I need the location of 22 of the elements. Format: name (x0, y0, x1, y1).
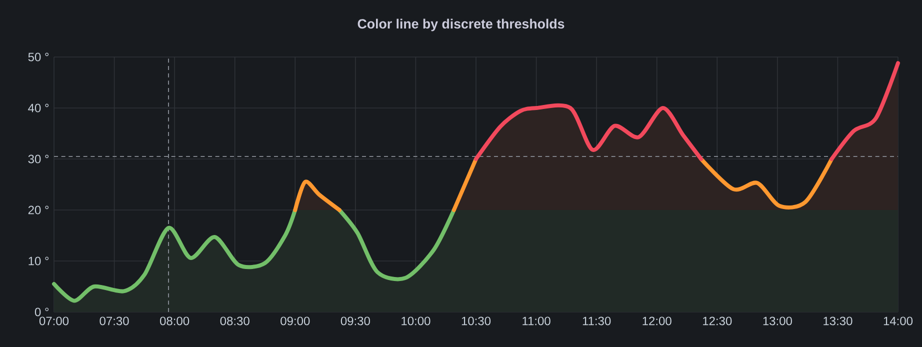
x-tick-label: 13:30 (824, 316, 852, 326)
x-tick-label: 08:00 (160, 316, 190, 326)
x-tick-label: 11:00 (522, 316, 550, 326)
chart-title: Color line by discrete thresholds (358, 18, 564, 32)
y-tick-label: 20 ° (28, 206, 49, 214)
y-tick-label: 30 ° (28, 154, 49, 164)
x-tick-label: 12:30 (703, 316, 732, 326)
x-tick-label: 07:00 (39, 316, 69, 326)
x-tick-label: 07:30 (100, 316, 129, 326)
y-tick-label: 50 ° (28, 52, 49, 62)
x-tick-label: 09:00 (280, 316, 310, 326)
x-tick-label: 10:30 (462, 316, 491, 326)
y-tick-label: 0 ° (34, 308, 49, 316)
y-tick-label: 40 ° (28, 104, 49, 112)
x-tick-label: 09:30 (340, 316, 370, 326)
x-tick-label: 11:30 (582, 316, 611, 326)
x-tick-label: 12:00 (642, 316, 672, 326)
x-tick-label: 14:00 (884, 316, 913, 326)
x-tick-label: 10:00 (402, 316, 430, 326)
y-tick-label: 10 ° (28, 256, 49, 266)
x-tick-label: 13:00 (763, 316, 792, 326)
x-tick-label: 08:30 (220, 316, 250, 326)
